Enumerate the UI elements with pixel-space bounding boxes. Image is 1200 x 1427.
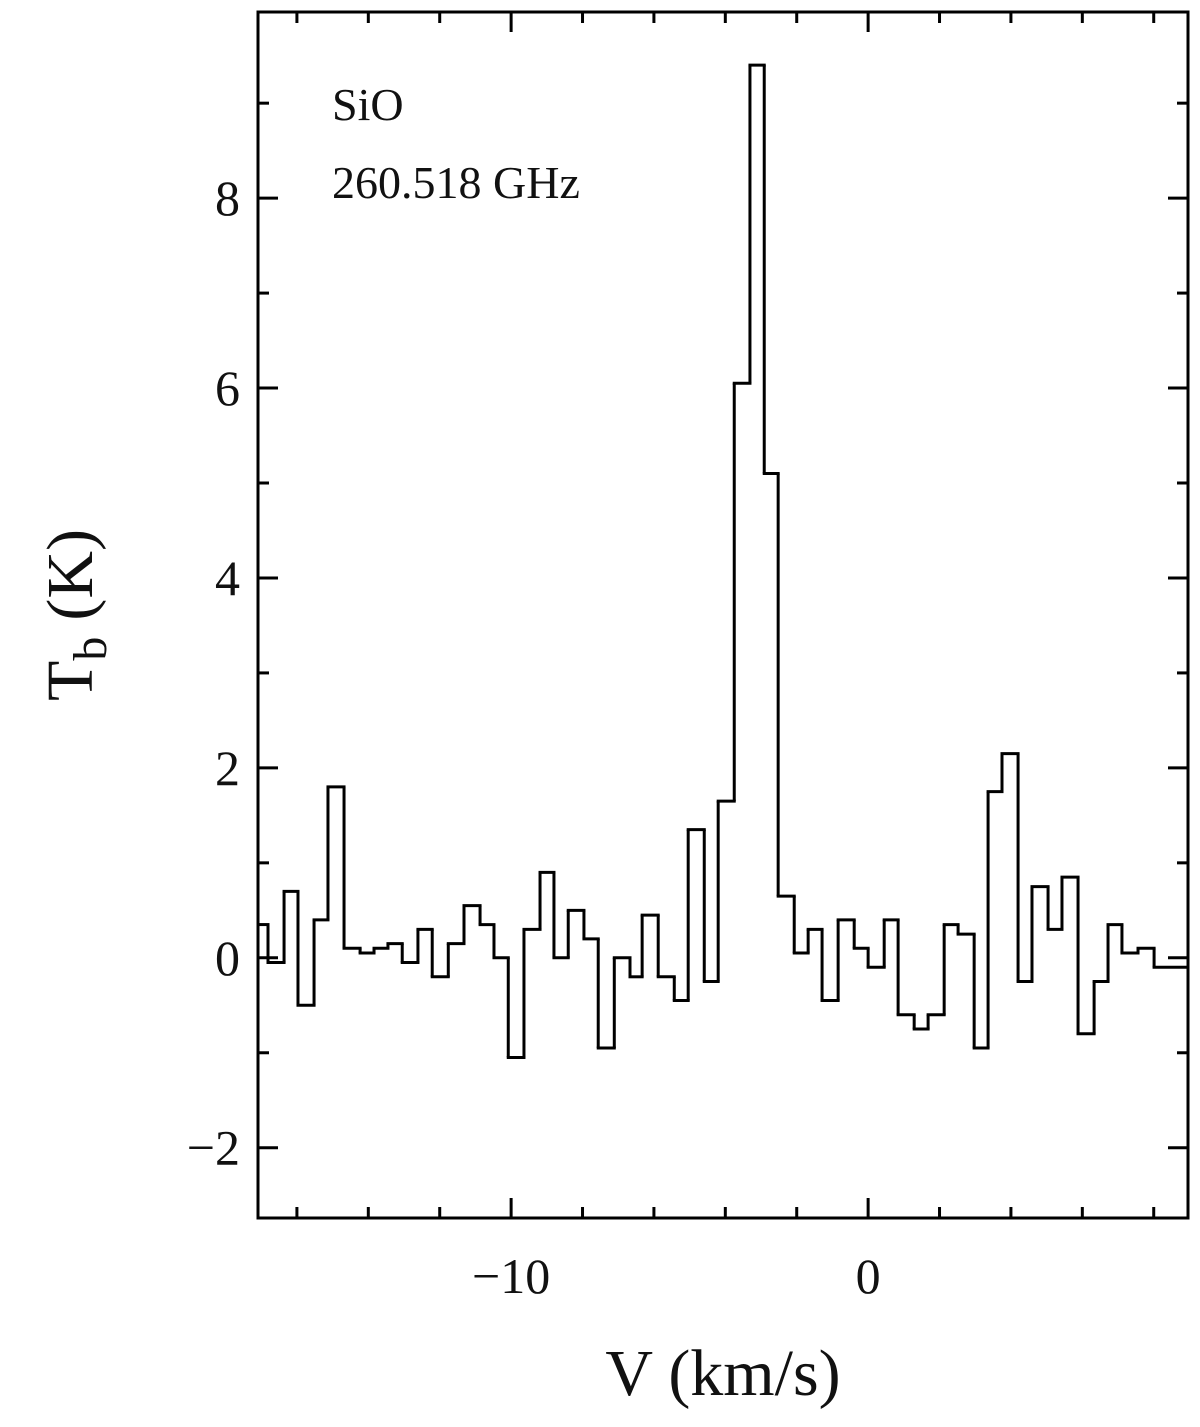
y-tick-label: 6 — [215, 360, 240, 416]
x-tick-label: 0 — [856, 1248, 881, 1304]
y-label-main: T — [34, 661, 107, 701]
y-label-subscript: b — [64, 637, 117, 661]
annotation: SiO — [332, 79, 404, 130]
y-tick-label: 0 — [215, 930, 240, 986]
y-axis-label-text: Tb (K) — [34, 529, 117, 701]
plot-frame — [256, 10, 1190, 1220]
y-tick-label: −2 — [187, 1120, 240, 1176]
x-axis-label: V (km/s) — [605, 1337, 840, 1410]
y-label-unit: (K) — [34, 529, 107, 621]
y-tick-label: 8 — [215, 170, 240, 226]
y-tick-label: 4 — [215, 550, 240, 606]
y-tick-label: 2 — [215, 740, 240, 796]
annotation: 260.518 GHz — [332, 157, 580, 208]
x-tick-label: −10 — [472, 1248, 550, 1304]
y-axis-label: Tb (K) — [34, 529, 117, 701]
